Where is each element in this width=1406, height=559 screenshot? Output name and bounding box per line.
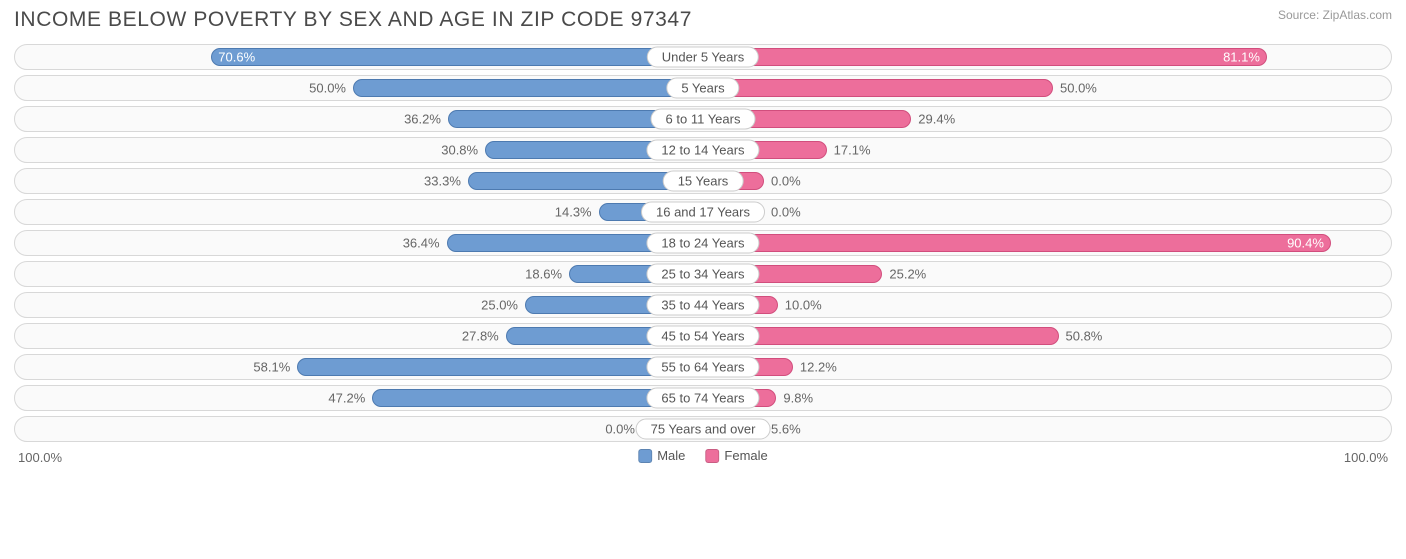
- female-value-label: 90.4%: [1287, 236, 1324, 251]
- male-half: 0.0%: [15, 417, 703, 441]
- female-swatch-icon: [705, 449, 719, 463]
- axis-left-label: 100.0%: [18, 450, 62, 465]
- female-value-label: 81.1%: [1223, 50, 1260, 65]
- category-label: 35 to 44 Years: [646, 295, 759, 316]
- female-half: 5.6%: [703, 417, 1391, 441]
- bar-row: 25.0% 10.0% 35 to 44 Years: [14, 292, 1392, 318]
- bar-row: 70.6% 81.1% Under 5 Years: [14, 44, 1392, 70]
- female-value-label: 25.2%: [881, 267, 926, 282]
- female-value-label: 17.1%: [826, 143, 871, 158]
- bar-row: 36.2% 29.4% 6 to 11 Years: [14, 106, 1392, 132]
- female-half: 12.2%: [703, 355, 1391, 379]
- female-value-label: 50.0%: [1052, 81, 1097, 96]
- category-label: 15 Years: [663, 171, 744, 192]
- female-half: 50.8%: [703, 324, 1391, 348]
- category-label: Under 5 Years: [647, 47, 759, 68]
- female-value-label: 0.0%: [763, 174, 801, 189]
- bar-row: 36.4% 90.4% 18 to 24 Years: [14, 230, 1392, 256]
- male-half: 25.0%: [15, 293, 703, 317]
- chart-rows: 70.6%81.1%Under 5 Years50.0%50.0%5 Years…: [14, 44, 1392, 442]
- female-bar: 50.8%: [709, 327, 1059, 345]
- male-half: 70.6%: [15, 45, 703, 69]
- male-value-label: 50.0%: [309, 81, 354, 96]
- male-value-label: 70.6%: [218, 50, 255, 65]
- chart-footer: 100.0% 100.0% Male Female: [14, 448, 1392, 488]
- female-value-label: 29.4%: [910, 112, 955, 127]
- category-label: 12 to 14 Years: [646, 140, 759, 161]
- female-bar: 81.1%: [709, 48, 1267, 66]
- male-value-label: 58.1%: [253, 360, 298, 375]
- female-value-label: 50.8%: [1058, 329, 1103, 344]
- male-value-label: 33.3%: [424, 174, 469, 189]
- bar-row: 33.3% 0.0% 15 Years: [14, 168, 1392, 194]
- category-label: 5 Years: [666, 78, 739, 99]
- legend-male-label: Male: [657, 448, 685, 463]
- male-half: 30.8%: [15, 138, 703, 162]
- chart-source: Source: ZipAtlas.com: [1278, 8, 1392, 22]
- chart-container: INCOME BELOW POVERTY BY SEX AND AGE IN Z…: [0, 0, 1406, 559]
- male-bar: 70.6%: [211, 48, 697, 66]
- male-value-label: 27.8%: [462, 329, 507, 344]
- axis-right-label: 100.0%: [1344, 450, 1388, 465]
- legend-female: Female: [705, 448, 767, 463]
- male-value-label: 25.0%: [481, 298, 526, 313]
- female-half: 81.1%: [703, 45, 1391, 69]
- female-half: 50.0%: [703, 76, 1391, 100]
- legend-male: Male: [638, 448, 685, 463]
- male-half: 18.6%: [15, 262, 703, 286]
- male-value-label: 47.2%: [328, 391, 373, 406]
- female-bar: 90.4%: [709, 234, 1331, 252]
- male-value-label: 14.3%: [555, 205, 600, 220]
- bar-row: 14.3% 0.0%16 and 17 Years: [14, 199, 1392, 225]
- male-half: 50.0%: [15, 76, 703, 100]
- male-half: 33.3%: [15, 169, 703, 193]
- bar-row: 18.6% 25.2% 25 to 34 Years: [14, 261, 1392, 287]
- category-label: 25 to 34 Years: [646, 264, 759, 285]
- male-bar: 58.1%: [297, 358, 697, 376]
- bar-row: 50.0%50.0%5 Years: [14, 75, 1392, 101]
- female-half: 10.0%: [703, 293, 1391, 317]
- female-half: 9.8%: [703, 386, 1391, 410]
- chart-title: INCOME BELOW POVERTY BY SEX AND AGE IN Z…: [14, 8, 692, 32]
- female-half: 0.0%: [703, 169, 1391, 193]
- category-label: 18 to 24 Years: [646, 233, 759, 254]
- category-label: 45 to 54 Years: [646, 326, 759, 347]
- male-half: 47.2%: [15, 386, 703, 410]
- female-half: 29.4%: [703, 107, 1391, 131]
- male-value-label: 36.4%: [403, 236, 448, 251]
- category-label: 75 Years and over: [636, 419, 771, 440]
- female-half: 0.0%: [703, 200, 1391, 224]
- category-label: 6 to 11 Years: [651, 109, 756, 130]
- male-swatch-icon: [638, 449, 652, 463]
- female-bar: 50.0%: [709, 79, 1053, 97]
- bar-row: 27.8%50.8%45 to 54 Years: [14, 323, 1392, 349]
- female-value-label: 12.2%: [792, 360, 837, 375]
- category-label: 65 to 74 Years: [646, 388, 759, 409]
- legend: Male Female: [638, 448, 768, 463]
- bar-row: 0.0%5.6%75 Years and over: [14, 416, 1392, 442]
- male-value-label: 36.2%: [404, 112, 449, 127]
- male-value-label: 18.6%: [525, 267, 570, 282]
- female-value-label: 10.0%: [777, 298, 822, 313]
- female-half: 90.4%: [703, 231, 1391, 255]
- bar-row: 47.2% 9.8% 65 to 74 Years: [14, 385, 1392, 411]
- category-label: 16 and 17 Years: [641, 202, 765, 223]
- male-bar: 50.0%: [353, 79, 697, 97]
- male-half: 27.8%: [15, 324, 703, 348]
- bar-row: 30.8% 17.1% 12 to 14 Years: [14, 137, 1392, 163]
- male-half: 58.1%: [15, 355, 703, 379]
- male-value-label: 30.8%: [441, 143, 486, 158]
- male-half: 14.3%: [15, 200, 703, 224]
- legend-female-label: Female: [724, 448, 767, 463]
- header: INCOME BELOW POVERTY BY SEX AND AGE IN Z…: [14, 8, 1392, 32]
- female-value-label: 9.8%: [775, 391, 813, 406]
- male-half: 36.2%: [15, 107, 703, 131]
- bar-row: 58.1% 12.2% 55 to 64 Years: [14, 354, 1392, 380]
- male-half: 36.4%: [15, 231, 703, 255]
- category-label: 55 to 64 Years: [646, 357, 759, 378]
- female-value-label: 0.0%: [763, 205, 801, 220]
- female-half: 25.2%: [703, 262, 1391, 286]
- female-half: 17.1%: [703, 138, 1391, 162]
